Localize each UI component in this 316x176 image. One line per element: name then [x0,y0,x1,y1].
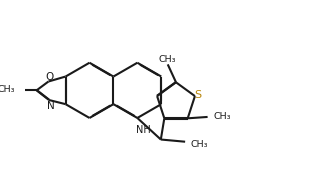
Text: CH₃: CH₃ [0,85,15,94]
Text: CH₃: CH₃ [190,140,208,149]
Text: CH₃: CH₃ [214,112,231,121]
Text: NH: NH [136,125,150,135]
Text: CH₃: CH₃ [159,55,176,64]
Text: O: O [45,72,53,82]
Text: N: N [46,100,54,111]
Text: S: S [194,90,201,100]
